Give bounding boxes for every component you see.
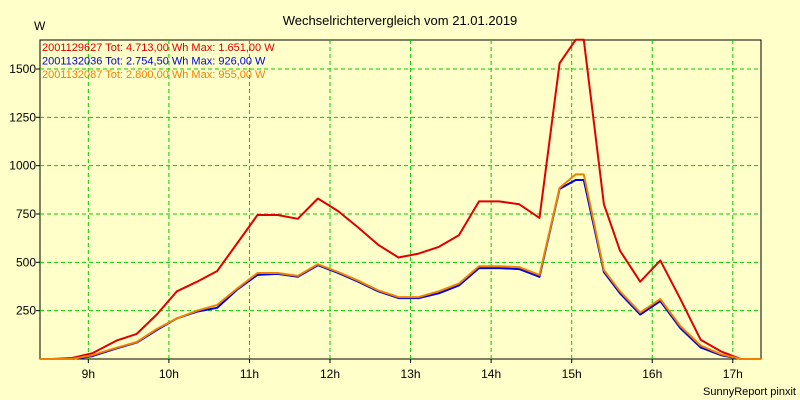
series-line-1 [40,38,761,360]
y-tick-label: 750 [16,207,36,221]
x-tick-label: 15h [562,367,582,381]
y-tick-label: 1500 [9,62,36,76]
x-tick-label: 14h [481,367,501,381]
x-axis-ticks: 9h 10h 11h 12h 13h 14h 15h 16h 17h [82,359,743,381]
y-axis-ticks: 250 500 750 1000 1250 1500 [9,62,40,318]
credit-label: SunnyReport pinxit [703,386,796,398]
y-tick-label: 250 [16,304,36,318]
x-tick-label: 11h [240,367,259,381]
legend-entry-1: 2001129627 Tot: 4.713,00 Wh Max: 1.651,0… [42,42,275,54]
y-tick-label: 1000 [9,159,36,173]
x-tick-label: 13h [401,367,421,381]
x-tick-label: 10h [159,367,179,381]
legend: 2001129627 Tot: 4.713,00 Wh Max: 1.651,0… [42,42,275,81]
x-tick-label: 12h [320,367,340,381]
x-tick-label: 17h [723,367,743,381]
x-tick-label: 9h [82,367,95,381]
y-tick-label: 1250 [9,110,36,124]
series-line-3 [40,173,761,360]
x-tick-label: 16h [642,367,662,381]
y-tick-label: 500 [16,255,36,269]
series-lines [40,38,761,360]
chart-title: Wechselrichtervergleich vom 21.01.2019 [283,13,518,28]
legend-entry-3: 2001132087 Tot: 2.800,00 Wh Max: 955,00 … [42,69,266,81]
legend-entry-2: 2001132036 Tot: 2.754,50 Wh Max: 926,00 … [42,56,266,68]
plot-frame [39,39,762,360]
grid-lines [40,40,761,359]
y-axis-unit-label: W [34,19,46,33]
